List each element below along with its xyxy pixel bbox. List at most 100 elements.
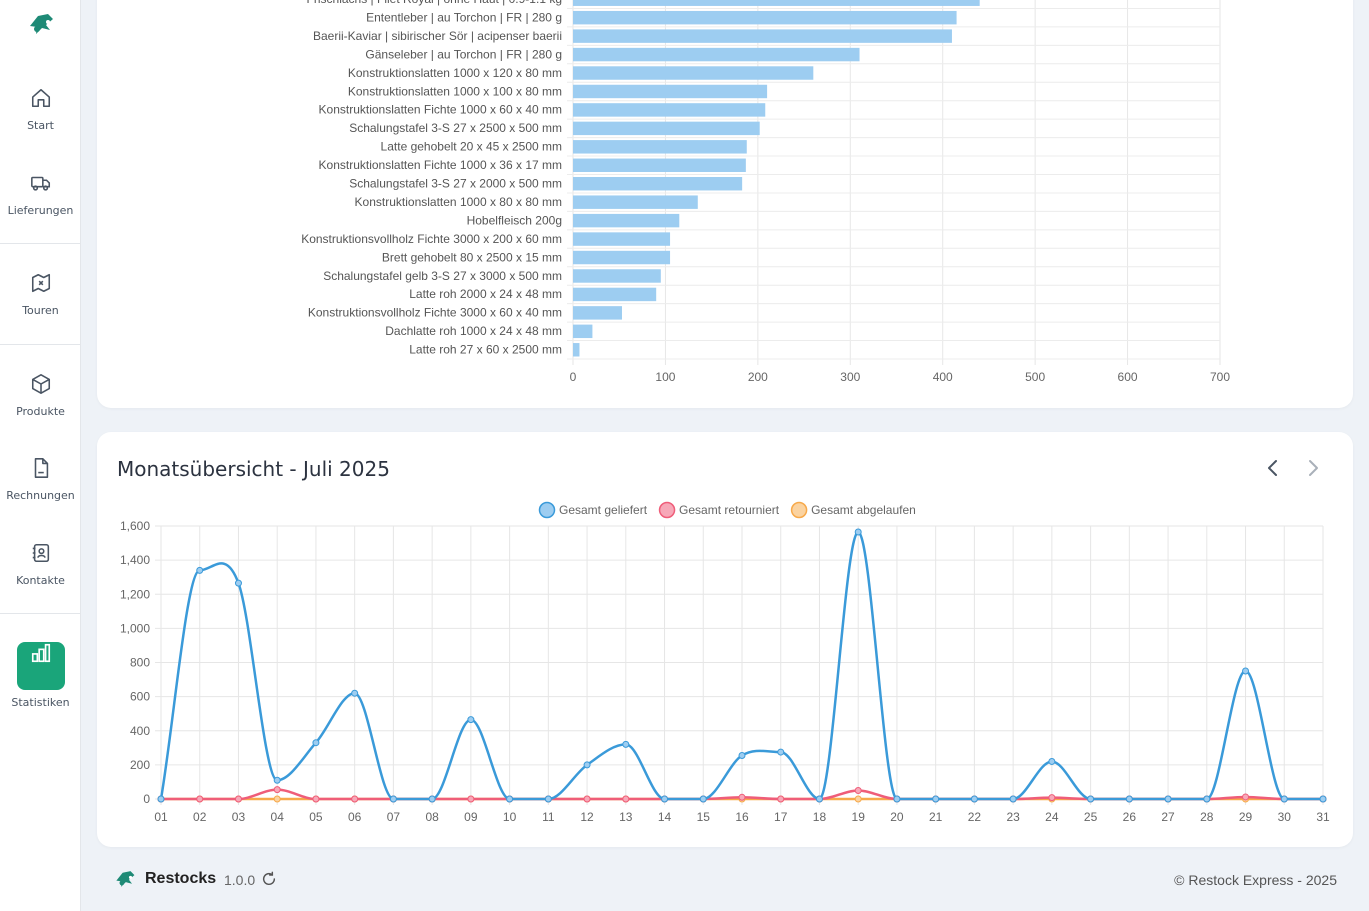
category-label: Konstruktionslatten Fichte 1000 x 36 x 1… bbox=[319, 158, 562, 172]
bar bbox=[573, 250, 671, 265]
data-point bbox=[854, 528, 862, 536]
bar bbox=[573, 121, 760, 136]
category-label: Ententleber | au Torchon | FR | 280 g bbox=[366, 10, 562, 24]
sidebar-item-label: Lieferungen bbox=[7, 204, 74, 217]
x-tick-label: 08 bbox=[425, 810, 439, 824]
x-tick-label: 600 bbox=[1118, 370, 1138, 384]
data-point bbox=[699, 795, 707, 803]
bar bbox=[573, 287, 657, 302]
legend-label: Gesamt abgelaufen bbox=[811, 503, 916, 517]
x-tick-label: 04 bbox=[271, 810, 285, 824]
app-name: Restocks bbox=[145, 870, 217, 887]
bar bbox=[573, 140, 747, 154]
sidebar-item-lieferungen[interactable]: Lieferungen bbox=[0, 172, 81, 217]
x-tick-label: 01 bbox=[154, 810, 168, 824]
data-point bbox=[583, 795, 591, 803]
sidebar-item-label: Start bbox=[27, 119, 54, 132]
data-point bbox=[506, 795, 514, 803]
category-label: Latte gehobelt 20 x 45 x 2500 mm bbox=[381, 140, 562, 154]
y-tick-label: 0 bbox=[143, 792, 150, 806]
bar-chart-icon bbox=[31, 643, 50, 663]
month-line-chart: 0 200 400 600 800 1,000 1,200 1,400 1,600 01 02 03 0… bbox=[120, 501, 1330, 824]
x-tick-label: 26 bbox=[1123, 810, 1137, 824]
data-point bbox=[622, 795, 630, 803]
x-tick-label: 700 bbox=[1210, 370, 1230, 384]
data-point bbox=[738, 751, 746, 759]
sidebar-item-statistiken[interactable]: Statistiken bbox=[0, 629, 81, 709]
map-icon bbox=[31, 273, 50, 293]
x-tick-label: 17 bbox=[774, 810, 788, 824]
data-point bbox=[1087, 795, 1095, 803]
chart-legend: Gesamt geliefert Gesamt retourniert Gesamt… bbox=[538, 501, 916, 519]
y-tick-label: 400 bbox=[130, 724, 150, 738]
bar bbox=[573, 213, 680, 228]
category-label: Brett gehobelt 80 x 2500 x 15 mm bbox=[382, 250, 562, 264]
data-point bbox=[777, 748, 785, 756]
bar bbox=[573, 324, 593, 339]
bar bbox=[573, 103, 766, 117]
sidebar-item-kontakte[interactable]: Kontakte bbox=[0, 542, 81, 587]
data-point bbox=[1164, 795, 1172, 803]
sidebar-item-touren[interactable]: Touren bbox=[0, 272, 81, 317]
copyright: © Restock Express - 2025 bbox=[1174, 872, 1337, 888]
bar bbox=[573, 0, 980, 6]
y-tick-label: 200 bbox=[130, 758, 150, 772]
data-point bbox=[312, 739, 320, 747]
data-point bbox=[622, 740, 630, 748]
x-tick-label: 500 bbox=[1025, 370, 1045, 384]
x-tick-label: 28 bbox=[1200, 810, 1214, 824]
sidebar-separator bbox=[0, 243, 81, 244]
data-point bbox=[1319, 795, 1327, 803]
data-point bbox=[196, 566, 204, 574]
x-tick-label: 300 bbox=[840, 370, 860, 384]
category-label: Schalungstafel 3-S 27 x 2500 x 500 mm bbox=[349, 121, 562, 135]
data-point bbox=[389, 795, 397, 803]
data-point bbox=[234, 795, 242, 803]
bar bbox=[573, 66, 814, 80]
chevron-right-icon[interactable] bbox=[1301, 456, 1325, 480]
bar bbox=[573, 10, 957, 25]
category-label: Schalungstafel gelb 3-S 27 x 3000 x 500 … bbox=[323, 269, 562, 283]
chevron-left-icon[interactable] bbox=[1261, 456, 1285, 480]
data-point bbox=[157, 795, 165, 803]
app-version: 1.0.0 bbox=[224, 872, 256, 888]
sidebar-item-rechnungen[interactable]: Rechnungen bbox=[0, 457, 81, 502]
data-point bbox=[1203, 795, 1211, 803]
refresh-icon[interactable] bbox=[261, 871, 277, 887]
x-tick-label: 200 bbox=[748, 370, 768, 384]
data-point bbox=[544, 795, 552, 803]
invoice-icon bbox=[34, 458, 48, 478]
x-tick-label: 13 bbox=[619, 810, 633, 824]
data-point bbox=[815, 795, 823, 803]
legend-marker bbox=[658, 501, 676, 519]
x-tick-label: 16 bbox=[735, 810, 749, 824]
sidebar-separator bbox=[0, 344, 81, 345]
data-point bbox=[661, 795, 669, 803]
box-icon bbox=[31, 374, 50, 394]
x-tick-label: 21 bbox=[929, 810, 943, 824]
x-tick-label: 29 bbox=[1239, 810, 1253, 824]
x-tick-label: 0 bbox=[570, 370, 577, 384]
sidebar-item-produkte[interactable]: Produkte bbox=[0, 373, 81, 418]
y-tick-label: 1,200 bbox=[120, 587, 150, 601]
sidebar-item-label: Touren bbox=[22, 304, 59, 317]
data-point bbox=[196, 795, 204, 803]
data-point bbox=[777, 795, 785, 803]
sidebar-separator bbox=[0, 613, 81, 614]
data-point bbox=[273, 795, 281, 803]
category-label: Hobelfleisch 200g bbox=[467, 213, 562, 227]
sidebar-item-label: Rechnungen bbox=[6, 489, 75, 502]
data-point bbox=[932, 795, 940, 803]
x-tick-label: 23 bbox=[1006, 810, 1020, 824]
category-label: Konstruktionslatten Fichte 1000 x 60 x 4… bbox=[319, 103, 562, 117]
legend-label: Gesamt geliefert bbox=[559, 503, 648, 517]
category-label: Konstruktionsvollholz Fichte 3000 x 60 x… bbox=[308, 306, 562, 320]
bar bbox=[573, 29, 952, 43]
x-tick-label: 27 bbox=[1161, 810, 1175, 824]
legend-marker bbox=[790, 501, 808, 519]
data-point bbox=[854, 786, 862, 794]
sidebar-item-start[interactable]: Start bbox=[0, 87, 81, 132]
legend-marker bbox=[538, 501, 556, 519]
active-indicator bbox=[16, 642, 65, 690]
restocks-logo-icon[interactable] bbox=[26, 10, 56, 38]
